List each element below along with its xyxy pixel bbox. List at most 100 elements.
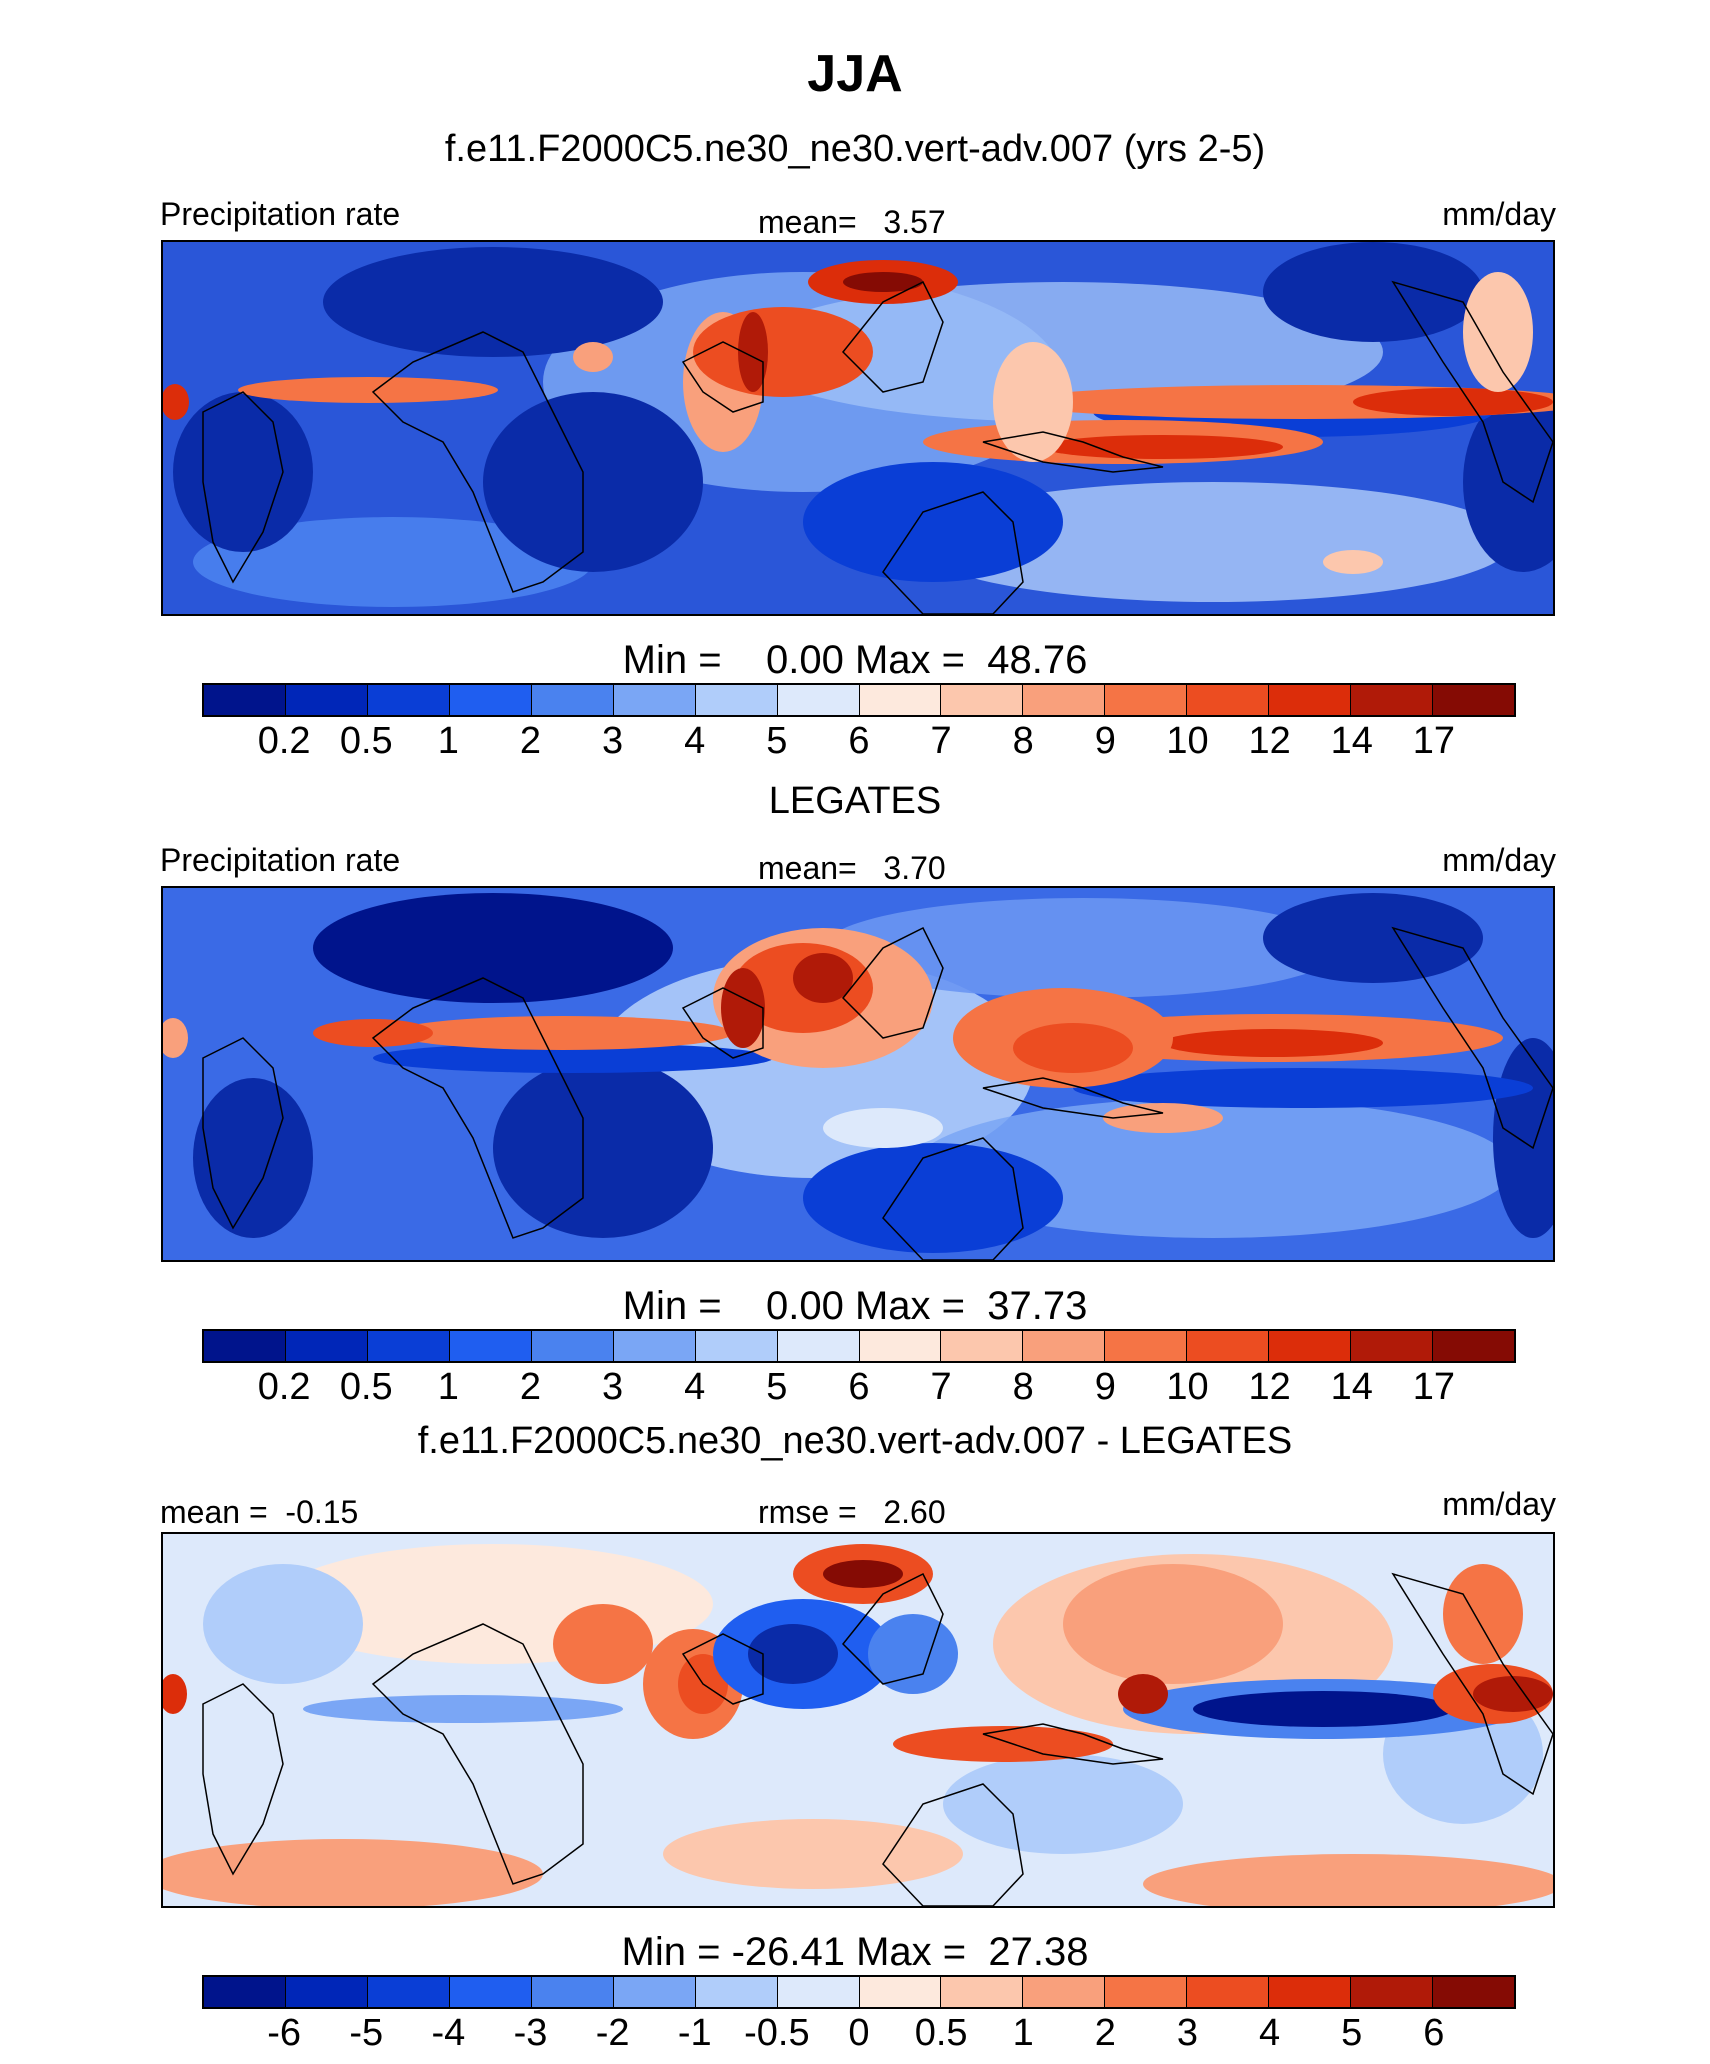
- colorbar-swatch: [449, 685, 532, 715]
- colorbar-tick-label: -0.5: [744, 2012, 810, 2054]
- panel1-mean-label: mean= 3.57: [758, 204, 946, 240]
- colorbar-swatch: [1187, 1331, 1270, 1361]
- colorbar-swatch: [613, 1977, 696, 2007]
- colorbar-swatch: [1433, 1331, 1514, 1361]
- colorbar-swatch: [695, 685, 778, 715]
- colorbar-tick-label: 6: [1423, 2012, 1445, 2054]
- panel3-units-label: mm/day: [1442, 1486, 1556, 1522]
- colorbar-swatch: [449, 1977, 532, 2007]
- panel3-heatmap: [163, 1534, 1553, 1906]
- colorbar-tick-label: -2: [595, 2012, 630, 2054]
- colorbar-swatch: [204, 685, 286, 715]
- colorbar-tick-label: 2: [519, 720, 542, 762]
- panel1-map: [161, 240, 1555, 616]
- colorbar-swatch: [1023, 1331, 1106, 1361]
- panel1-title: f.e11.F2000C5.ne30_ne30.vert-adv.007 (yr…: [444, 128, 1266, 170]
- colorbar-tick-label: 3: [1176, 2012, 1199, 2054]
- colorbar-tick-label: 4: [1259, 2012, 1281, 2054]
- panel3-minmax: Min = -26.41 Max = 27.38: [621, 1930, 1089, 1974]
- colorbar-tick-label: 17: [1412, 720, 1456, 762]
- colorbar-tick-label: 7: [930, 720, 952, 762]
- colorbar-tick-label: 12: [1248, 720, 1291, 762]
- colorbar-tick-label: 1: [1012, 2012, 1034, 2054]
- colorbar-tick-label: 1: [437, 720, 459, 762]
- colorbar-swatch: [1351, 685, 1434, 715]
- colorbar-swatch: [1105, 685, 1188, 715]
- panel2-left-label: Precipitation rate: [160, 842, 401, 878]
- colorbar-swatch: [367, 685, 450, 715]
- colorbar-swatch: [1351, 1331, 1434, 1361]
- colorbar-tick-label: -5: [349, 2012, 384, 2054]
- colorbar-swatch: [941, 685, 1024, 715]
- panel3-map: [161, 1532, 1555, 1908]
- colorbar-tick-label: 8: [1012, 720, 1034, 762]
- panel2-heatmap: [163, 888, 1553, 1260]
- colorbar-swatch: [1105, 1977, 1188, 2007]
- colorbar-swatch: [1105, 1331, 1188, 1361]
- panel1-colorbar-ticks: 0.2 0.5 1 2 3 4 5 6 7 8 9 10 12 14 17: [0, 720, 1710, 764]
- colorbar-swatch: [613, 1331, 696, 1361]
- panel2-mean-label: mean= 3.70: [758, 850, 946, 886]
- colorbar-tick-label: 1: [437, 1366, 459, 1408]
- colorbar-tick-label: 17: [1412, 1366, 1456, 1408]
- colorbar-tick-label: 2: [1094, 2012, 1116, 2054]
- panel1-units-label: mm/day: [1442, 196, 1556, 232]
- colorbar-tick-label: 8: [1012, 1366, 1034, 1408]
- colorbar-swatch: [777, 1977, 860, 2007]
- colorbar-swatch: [941, 1331, 1024, 1361]
- colorbar-tick-label: -4: [431, 2012, 466, 2054]
- colorbar-tick-label: 10: [1166, 1366, 1209, 1408]
- colorbar-tick-label: 5: [1341, 2012, 1363, 2054]
- colorbar-tick-label: 3: [602, 720, 624, 762]
- colorbar-swatch: [1351, 1977, 1434, 2007]
- colorbar-swatch: [859, 685, 942, 715]
- colorbar-tick-label: -1: [677, 2012, 712, 2054]
- colorbar-swatch: [449, 1331, 532, 1361]
- colorbar-swatch: [531, 1331, 614, 1361]
- colorbar-tick-label: 5: [766, 720, 788, 762]
- colorbar-tick-label: 9: [1094, 720, 1116, 762]
- colorbar-swatch: [695, 1331, 778, 1361]
- colorbar-swatch: [531, 685, 614, 715]
- colorbar-swatch: [1269, 1331, 1352, 1361]
- colorbar-tick-label: 12: [1248, 1366, 1291, 1408]
- colorbar-tick-label: 0.2: [257, 1366, 311, 1408]
- panel3-colorbar: [202, 1975, 1516, 2009]
- colorbar-swatch: [1269, 685, 1352, 715]
- panel2-minmax: Min = 0.00 Max = 37.73: [622, 1284, 1088, 1328]
- figure-title: JJA: [807, 45, 903, 103]
- panel3-colorbar-ticks: -6 -5 -4 -3 -2 -1 -0.5 0 0.5 1 2 3 4 5 6: [0, 2012, 1710, 2056]
- colorbar-swatch: [531, 1977, 614, 2007]
- panel2-units-label: mm/day: [1442, 842, 1556, 878]
- colorbar-tick-label: 9: [1094, 1366, 1116, 1408]
- colorbar-swatch: [285, 1331, 368, 1361]
- colorbar-swatch: [367, 1331, 450, 1361]
- colorbar-tick-label: 6: [848, 720, 870, 762]
- panel3-title: f.e11.F2000C5.ne30_ne30.vert-adv.007 - L…: [417, 1420, 1293, 1462]
- panel1-left-label: Precipitation rate: [160, 196, 401, 232]
- colorbar-tick-label: 14: [1330, 1366, 1373, 1408]
- colorbar-tick-label: 7: [930, 1366, 952, 1408]
- colorbar-tick-label: 4: [684, 1366, 706, 1408]
- colorbar-swatch: [1433, 1977, 1514, 2007]
- panel1-minmax: Min = 0.00 Max = 48.76: [622, 638, 1088, 682]
- colorbar-tick-label: -3: [513, 2012, 548, 2054]
- panel2-map: [161, 886, 1555, 1262]
- colorbar-swatch: [777, 1331, 860, 1361]
- colorbar-tick-label: 10: [1166, 720, 1209, 762]
- colorbar-swatch: [204, 1331, 286, 1361]
- colorbar-swatch: [367, 1977, 450, 2007]
- colorbar-swatch: [859, 1331, 942, 1361]
- colorbar-swatch: [941, 1977, 1024, 2007]
- colorbar-swatch: [1023, 685, 1106, 715]
- colorbar-tick-label: 5: [766, 1366, 788, 1408]
- panel2-colorbar: [202, 1329, 1516, 1363]
- colorbar-swatch: [613, 685, 696, 715]
- colorbar-swatch: [1433, 685, 1514, 715]
- panel1-heatmap: [163, 242, 1553, 614]
- colorbar-swatch: [1269, 1977, 1352, 2007]
- colorbar-tick-label: 4: [684, 720, 706, 762]
- panel2-colorbar-ticks: 0.2 0.5 1 2 3 4 5 6 7 8 9 10 12 14 17: [0, 1366, 1710, 1410]
- colorbar-swatch: [1023, 1977, 1106, 2007]
- colorbar-swatch: [285, 685, 368, 715]
